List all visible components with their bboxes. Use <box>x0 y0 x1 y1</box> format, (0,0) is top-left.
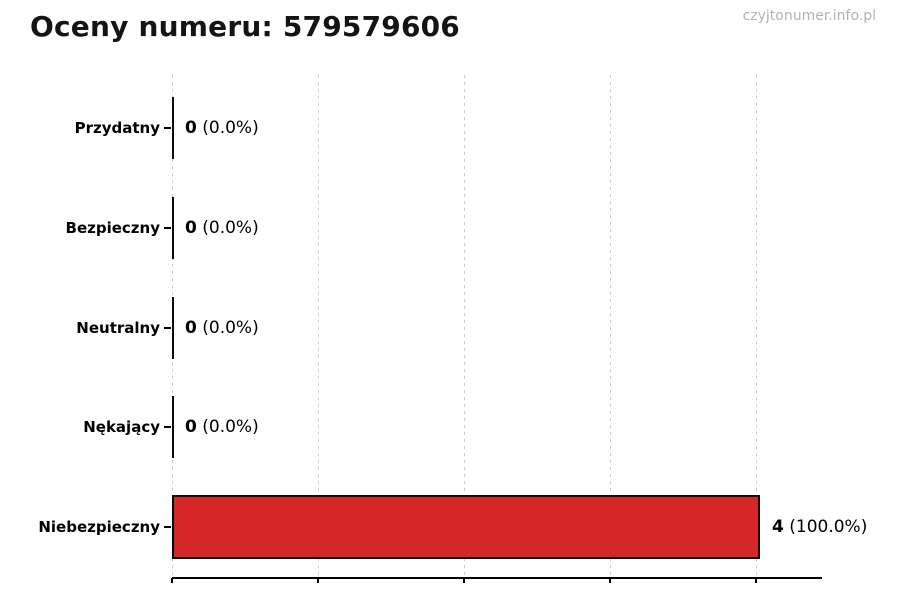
gridline <box>464 75 465 577</box>
y-axis-tick <box>164 326 171 329</box>
y-axis-tick <box>164 426 171 429</box>
value-count: 0 <box>185 118 197 138</box>
bar <box>172 495 760 559</box>
gridline <box>610 75 611 577</box>
value-percent: (0.0%) <box>196 217 259 238</box>
value-count: 0 <box>185 417 197 438</box>
chart-title: Oceny numeru: 579579606 <box>30 10 460 43</box>
value-label: 0 (0.0%) <box>185 316 259 340</box>
x-axis-tick <box>755 578 757 583</box>
value-percent: (0.0%) <box>196 417 259 438</box>
y-axis-tick <box>164 526 171 528</box>
x-axis-tick <box>171 578 173 583</box>
x-axis-tick <box>609 578 611 583</box>
gridline <box>756 75 757 577</box>
bar <box>172 296 174 359</box>
x-axis-tick <box>463 578 465 583</box>
gridline <box>318 75 319 577</box>
value-percent: (100.0%) <box>783 517 868 537</box>
value-count: 0 <box>185 217 197 238</box>
x-axis-line <box>172 577 822 579</box>
category-label: Nękający <box>83 418 160 437</box>
value-count: 4 <box>772 517 784 537</box>
y-axis-tick <box>164 226 171 229</box>
value-label: 0 (0.0%) <box>185 116 259 140</box>
value-label: 4 (100.0%) <box>772 515 867 539</box>
value-label: 0 (0.0%) <box>185 216 259 240</box>
bar <box>172 97 174 159</box>
value-label: 0 (0.0%) <box>185 415 259 439</box>
category-label: Niebezpieczny <box>38 518 160 536</box>
bar <box>172 396 174 459</box>
value-percent: (0.0%) <box>196 118 259 138</box>
category-label: Przydatny <box>74 119 160 137</box>
watermark-text: czyjtonumer.info.pl <box>742 8 876 24</box>
value-count: 0 <box>185 317 197 338</box>
category-label: Bezpieczny <box>65 218 160 237</box>
x-axis-tick <box>317 578 319 583</box>
category-label: Neutralny <box>76 318 160 337</box>
value-percent: (0.0%) <box>196 317 259 338</box>
bar <box>172 196 174 259</box>
y-axis-tick <box>164 127 171 129</box>
